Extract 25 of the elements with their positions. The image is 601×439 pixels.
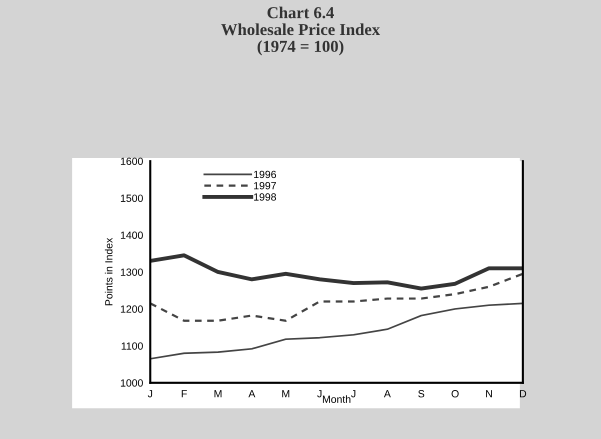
y-tick-label: 1400	[120, 232, 143, 239]
y-axis-title: Points in Index	[104, 238, 113, 306]
y-tick-label: 1100	[122, 342, 143, 350]
x-tick-label: O	[452, 390, 459, 398]
y-tick-label: 1200	[120, 305, 143, 313]
x-tick-label: N	[486, 390, 492, 398]
x-tick-label: M	[282, 390, 290, 398]
x-tick-label: M	[214, 390, 222, 398]
x-tick-label: J	[317, 390, 322, 398]
x-tick-label: A	[384, 390, 391, 398]
y-tick-label: 1600	[120, 158, 143, 165]
x-axis-title: Month	[322, 395, 350, 403]
chart-title: Chart 6.4 Wholesale Price Index (1974 = 100)	[221, 6, 380, 56]
legend-label: 1998	[254, 193, 276, 201]
x-tick-label: S	[418, 390, 424, 398]
y-tick-label: 1500	[120, 194, 143, 202]
legend-label: 1996	[254, 170, 276, 178]
x-tick-label: D	[520, 390, 526, 398]
x-tick-label: A	[248, 390, 256, 398]
x-tick-label: F	[182, 390, 187, 398]
x-tick-label: J	[148, 390, 152, 398]
y-tick-label: 1300	[120, 268, 143, 276]
legend-label: 1997	[254, 182, 276, 190]
y-tick-label: 1000	[120, 379, 143, 387]
x-tick-label: J	[351, 390, 356, 398]
